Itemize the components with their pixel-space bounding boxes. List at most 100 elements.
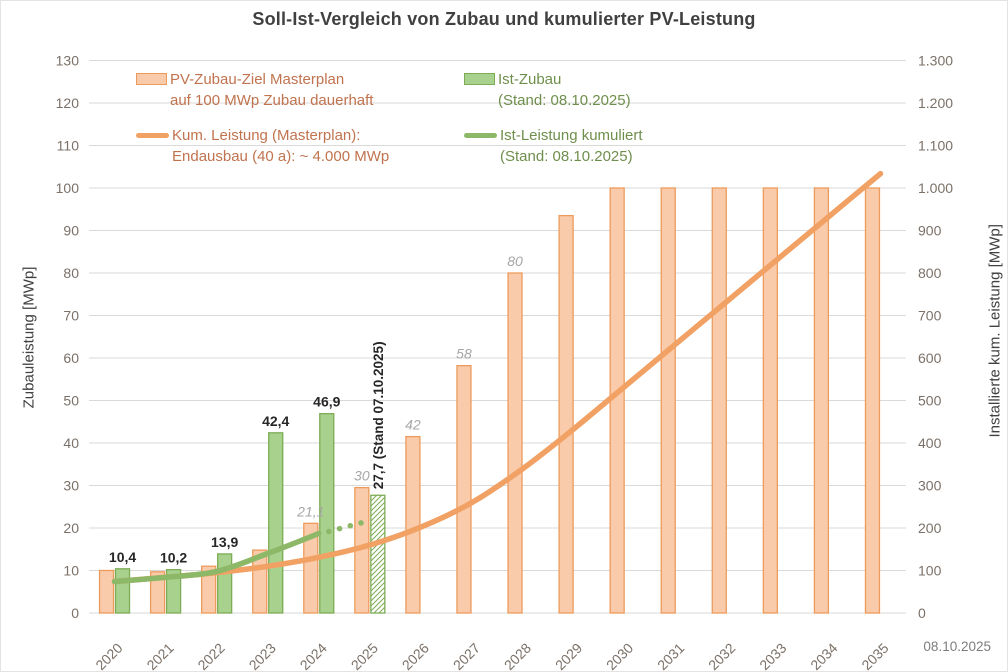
legend-item-masterplan-bar: PV-Zubau-Ziel Masterplan auf 100 MWp Zub…	[136, 69, 373, 111]
left-axis-tick: 30	[63, 478, 79, 494]
left-axis-tick: 90	[63, 223, 79, 239]
data-label-masterplan-2028: 80	[507, 253, 523, 269]
masterplan-line-swatch-icon	[136, 133, 169, 138]
left-axis-tick: 60	[63, 350, 79, 366]
bar-ist-2024	[319, 413, 335, 614]
lines	[111, 170, 884, 585]
data-label-ist-2020: 10,4	[109, 549, 136, 565]
left-axis-tick: 100	[56, 180, 80, 196]
x-axis-tick-2032: 2032	[705, 640, 738, 672]
bar-ist-2023	[268, 432, 284, 614]
left-axis-tick: 40	[63, 435, 79, 451]
bar-masterplan-2030	[609, 187, 625, 614]
left-axis-tick: 10	[63, 563, 79, 579]
x-axis-tick-2031: 2031	[654, 640, 687, 672]
right-axis-tick: 1.300	[918, 53, 953, 69]
data-label-masterplan-2024: 21,1	[296, 503, 324, 519]
right-axis-tick: 700	[918, 308, 942, 324]
right-axis-tick: 200	[918, 520, 942, 536]
x-axis-tick-2023: 2023	[245, 640, 278, 672]
right-axis-title: Installierte kum. Leistung [MWp]	[986, 224, 1004, 438]
legend-label: (Stand: 08.10.2025)	[498, 92, 631, 109]
x-axis-tick-2034: 2034	[807, 640, 840, 672]
chart-title: Soll-Ist-Vergleich von Zubau und kumulie…	[252, 9, 756, 29]
left-axis-tick: 120	[56, 95, 80, 111]
legend-label: auf 100 MWp Zubau dauerhaft	[170, 92, 374, 109]
legend-label: Endausbau (40 a): ~ 4.000 MWp	[172, 148, 390, 165]
x-axis-tick-2022: 2022	[194, 640, 227, 672]
axis-tick-labels: 0 0 10 100 20 200 30 300 40 400 50 500 60 600 70 700 80 8…	[56, 53, 954, 622]
data-label-ist-2024: 46,9	[313, 394, 340, 410]
bar-masterplan-2032	[711, 187, 727, 614]
legend-label: (Stand: 08.10.2025)	[500, 148, 633, 165]
bars	[98, 187, 881, 614]
x-axis-tick-2035: 2035	[858, 640, 891, 672]
right-axis-tick: 0	[918, 605, 926, 621]
left-axis-tick: 70	[63, 308, 79, 324]
right-axis-tick: 300	[918, 478, 942, 494]
data-label-masterplan-2025: 30	[354, 468, 370, 484]
right-axis-tick: 400	[918, 435, 942, 451]
legend-item-ist-bar: Ist-Zubau (Stand: 08.10.2025)	[464, 69, 631, 111]
x-axis-labels: 2020 2021 2022 2023 2024 2025 2026 2027 2028 2029…	[92, 640, 891, 672]
right-axis-tick: 600	[918, 350, 942, 366]
x-axis-tick-2028: 2028	[501, 640, 534, 672]
data-label-ist-2022: 13,9	[211, 534, 238, 550]
bar-masterplan-2027	[456, 364, 472, 614]
bar-masterplan-2022	[201, 565, 217, 614]
ist-cumulative-line-dotted-forecast	[326, 518, 369, 535]
left-axis-tick: 20	[63, 520, 79, 536]
x-axis-tick-2021: 2021	[143, 640, 176, 672]
masterplan-bar-swatch-icon	[136, 73, 167, 85]
left-axis-tick: 0	[71, 605, 79, 621]
bar-ist-2020	[114, 568, 131, 614]
legend-label: PV-Zubau-Ziel Masterplan	[170, 71, 345, 88]
bar-masterplan-2034	[813, 187, 830, 614]
bar-ist-2021	[165, 569, 182, 614]
data-label-ist-2023: 42,4	[262, 413, 289, 429]
masterplan-cumulative-line	[111, 170, 884, 585]
right-axis-tick: 500	[918, 393, 942, 409]
bar-ist-2022	[217, 553, 233, 614]
data-labels: 10,4 10,2 13,9 42,4 46,9 21,1 30 42 58 80 27,7 (St…	[109, 253, 523, 566]
x-axis-tick-2029: 2029	[552, 640, 585, 672]
data-label-masterplan-2027: 58	[456, 346, 472, 362]
legend-label: Ist-Leistung kumuliert	[500, 127, 643, 144]
x-axis-tick-2033: 2033	[756, 640, 789, 672]
x-axis-tick-2026: 2026	[399, 640, 432, 672]
bar-masterplan-2033	[762, 187, 778, 614]
right-axis-tick: 100	[918, 563, 942, 579]
bar-masterplan-2026	[405, 435, 421, 614]
ist-bar-swatch-icon	[464, 73, 495, 85]
data-label-ist-provisional-rotated: 27,7 (Stand 07.10.2025)	[371, 341, 386, 489]
ist-line-swatch-icon	[464, 133, 497, 138]
bar-ist-2025	[370, 494, 386, 614]
bar-masterplan-2024	[303, 522, 319, 614]
x-axis-tick-2025: 2025	[348, 640, 381, 672]
legend-item-ist-line: Ist-Leistung kumuliert (Stand: 08.10.202…	[464, 125, 643, 167]
legend-item-masterplan-line: Kum. Leistung (Masterplan): Endausbau (4…	[136, 125, 389, 167]
x-axis-tick-2030: 2030	[603, 640, 636, 672]
x-axis-tick-2020: 2020	[92, 640, 125, 672]
bar-masterplan-2020	[98, 569, 115, 614]
left-axis-tick: 110	[57, 138, 80, 154]
bar-masterplan-2031	[660, 187, 676, 614]
bar-masterplan-2035	[864, 187, 881, 614]
right-axis-tick: 900	[918, 223, 942, 239]
data-label-ist-2021: 10,2	[160, 550, 187, 566]
x-axis-tick-2027: 2027	[450, 640, 483, 672]
right-axis-tick: 1.100	[918, 138, 953, 154]
right-axis-tick: 1.000	[918, 180, 953, 196]
left-axis-tick: 50	[63, 393, 79, 409]
right-axis-tick: 1.200	[918, 95, 953, 111]
left-axis-title: Zubauleistung [MWp]	[20, 266, 38, 409]
footer-date: 08.10.2025	[923, 639, 991, 654]
x-axis-tick-2024: 2024	[297, 640, 330, 672]
ist-cumulative-line	[111, 530, 322, 585]
legend-label: Kum. Leistung (Masterplan):	[172, 127, 361, 144]
bar-masterplan-2029	[558, 214, 574, 614]
right-axis-tick: 800	[918, 265, 942, 281]
left-axis-tick: 130	[56, 53, 80, 69]
